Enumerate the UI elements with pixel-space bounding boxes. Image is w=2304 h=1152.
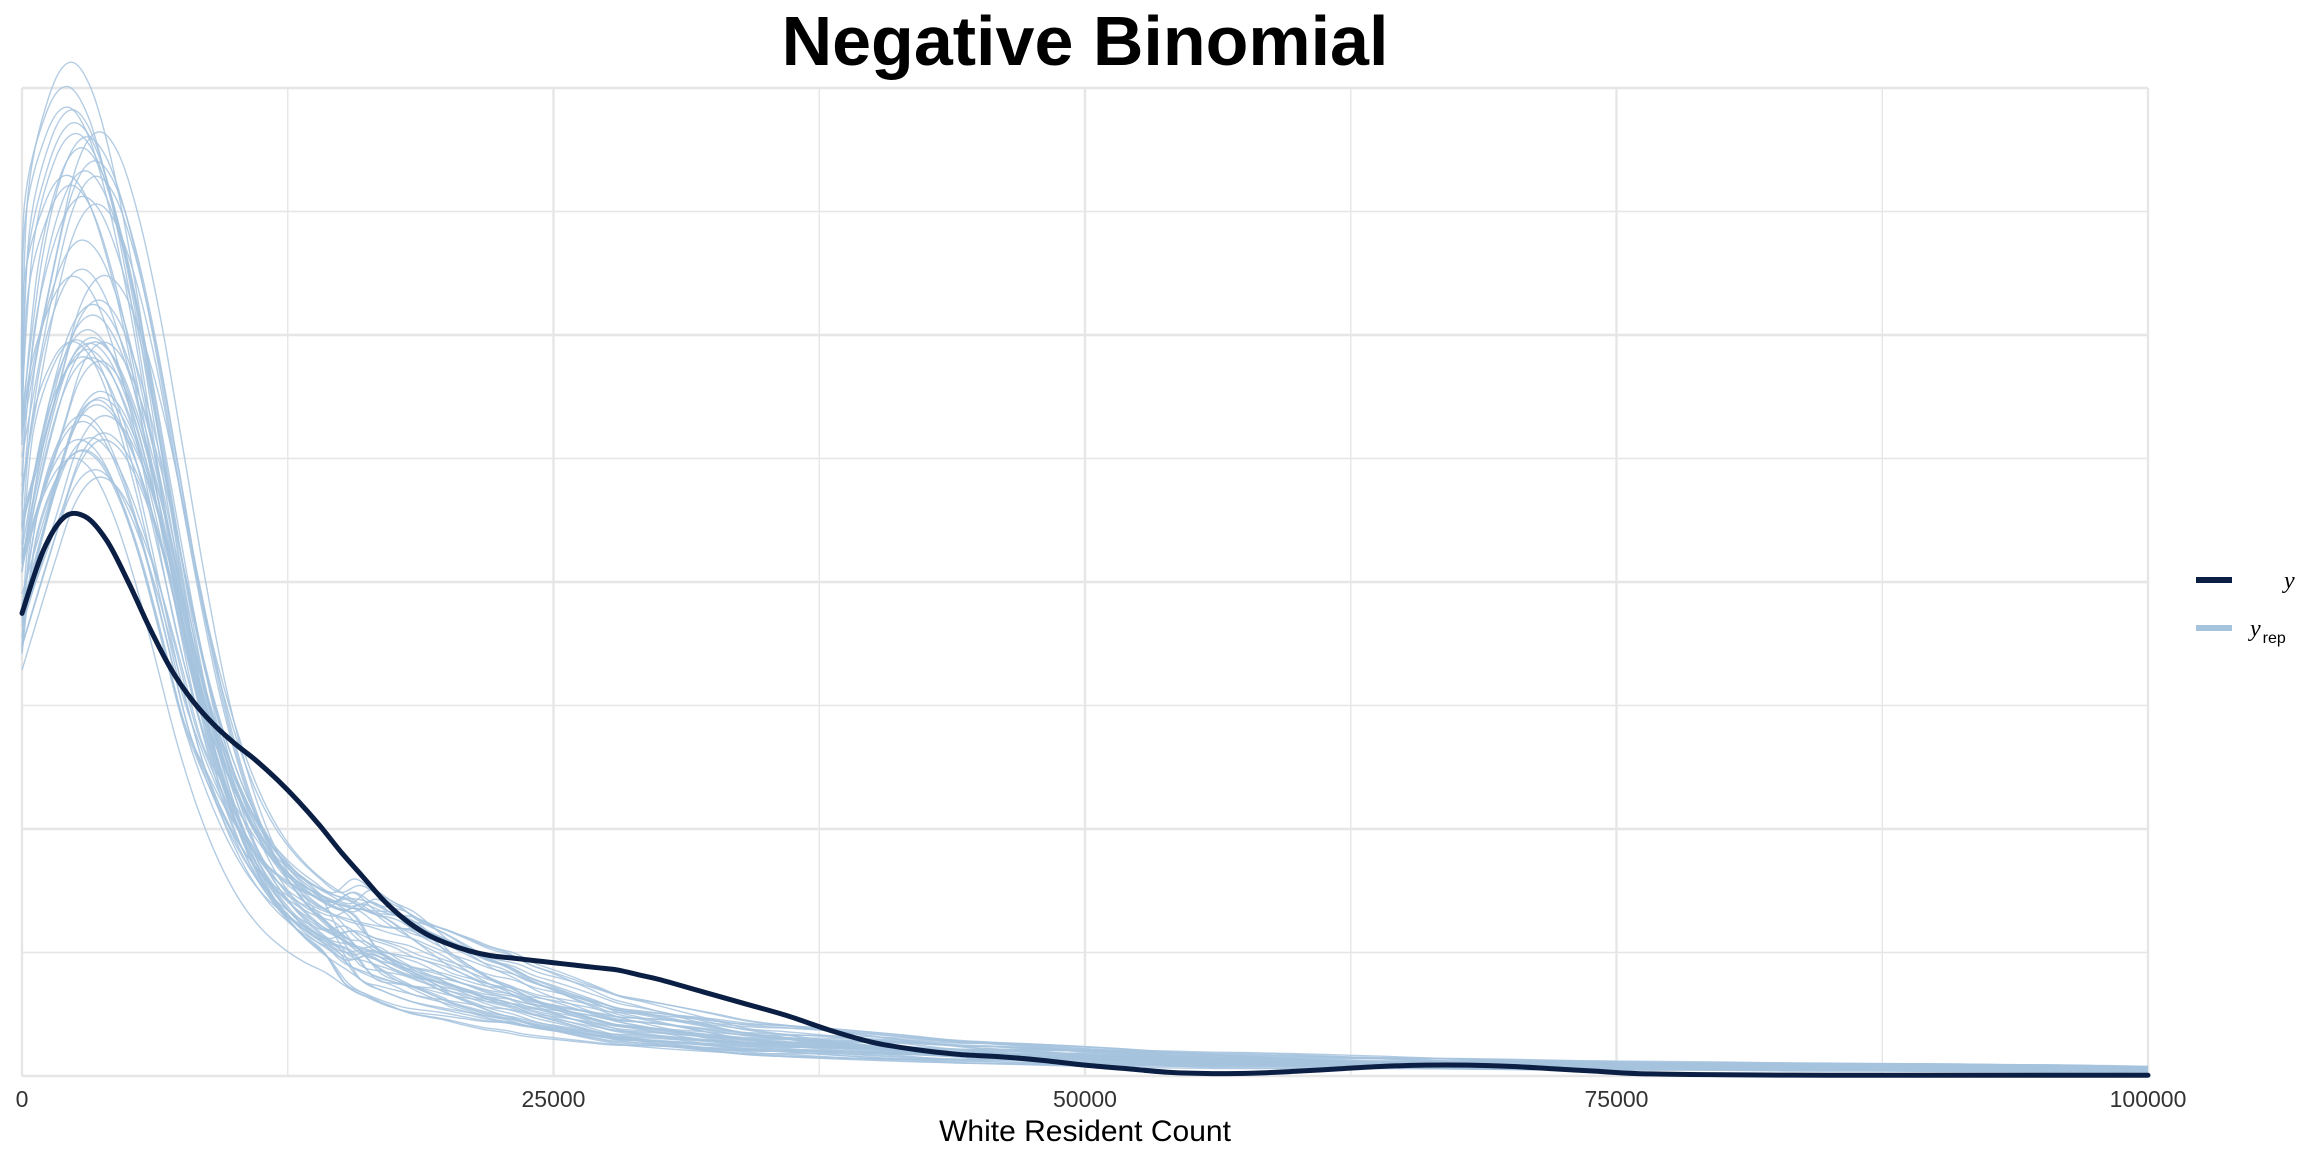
x-tick-label: 0	[16, 1086, 29, 1112]
legend-label-yrep: y rep	[2248, 616, 2286, 647]
x-tick-label: 75000	[1585, 1086, 1649, 1112]
yrep-draw-line	[21, 396, 2149, 1069]
yrep-draw-line	[21, 432, 2149, 1071]
x-axis-ticks: 0 25000 50000 75000 100000	[16, 1086, 2187, 1112]
x-tick-label: 50000	[1053, 1086, 1117, 1112]
yrep-draw-line	[21, 437, 2149, 1070]
x-tick-label: 25000	[522, 1086, 586, 1112]
y-line-layer	[19, 510, 2151, 1078]
legend-label-y: y	[2282, 568, 2295, 594]
legend: y y rep	[2196, 568, 2295, 647]
chart-title: Negative Binomial	[782, 2, 1389, 80]
grid	[20, 86, 2150, 1078]
x-tick-label: 100000	[2110, 1086, 2187, 1112]
legend-subscript: rep	[2263, 630, 2286, 647]
yrep-draw-line	[21, 106, 2149, 1072]
x-axis-label: White Resident Count	[939, 1115, 1231, 1148]
y-density-line	[19, 510, 2151, 1078]
